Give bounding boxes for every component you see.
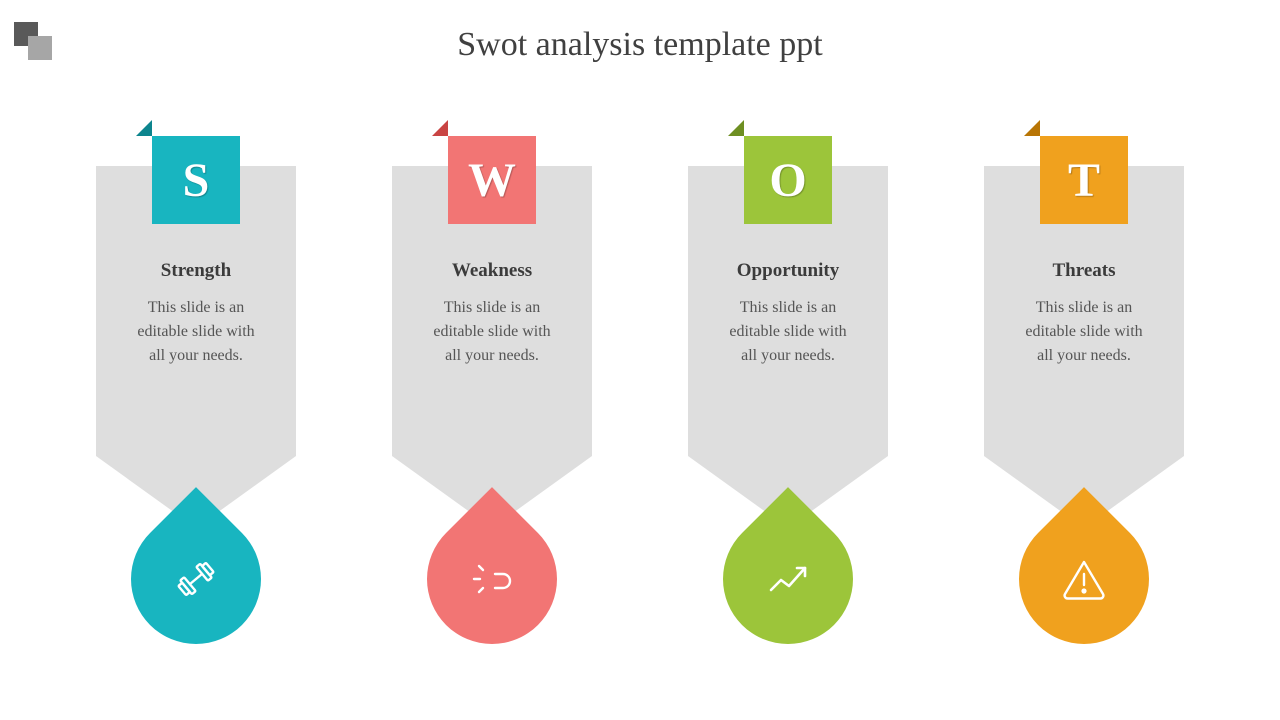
- page-title: Swot analysis template ppt: [0, 26, 1280, 64]
- letter-badge: W: [448, 136, 536, 224]
- card-description: This slide is an editable slide with all…: [430, 296, 554, 368]
- badge-fold: [136, 120, 152, 136]
- card-description: This slide is an editable slide with all…: [134, 296, 258, 368]
- badge-letter: T: [1068, 153, 1100, 208]
- card-title: Threats: [984, 260, 1184, 282]
- broken-link-icon: [465, 552, 519, 606]
- badge-fold: [432, 120, 448, 136]
- badge-letter: S: [183, 153, 210, 208]
- badge-letter: W: [468, 153, 516, 208]
- card-title: Opportunity: [688, 260, 888, 282]
- letter-badge: O: [744, 136, 832, 224]
- card-title: Weakness: [392, 260, 592, 282]
- badge-letter: O: [769, 153, 806, 208]
- dumbbell-icon: [169, 552, 223, 606]
- letter-badge: S: [152, 136, 240, 224]
- card-description: This slide is an editable slide with all…: [1022, 296, 1146, 368]
- trend-up-icon: [761, 552, 815, 606]
- card-description: This slide is an editable slide with all…: [726, 296, 850, 368]
- badge-fold: [728, 120, 744, 136]
- card-title: Strength: [96, 260, 296, 282]
- warning-icon: [1057, 552, 1111, 606]
- badge-fold: [1024, 120, 1040, 136]
- letter-badge: T: [1040, 136, 1128, 224]
